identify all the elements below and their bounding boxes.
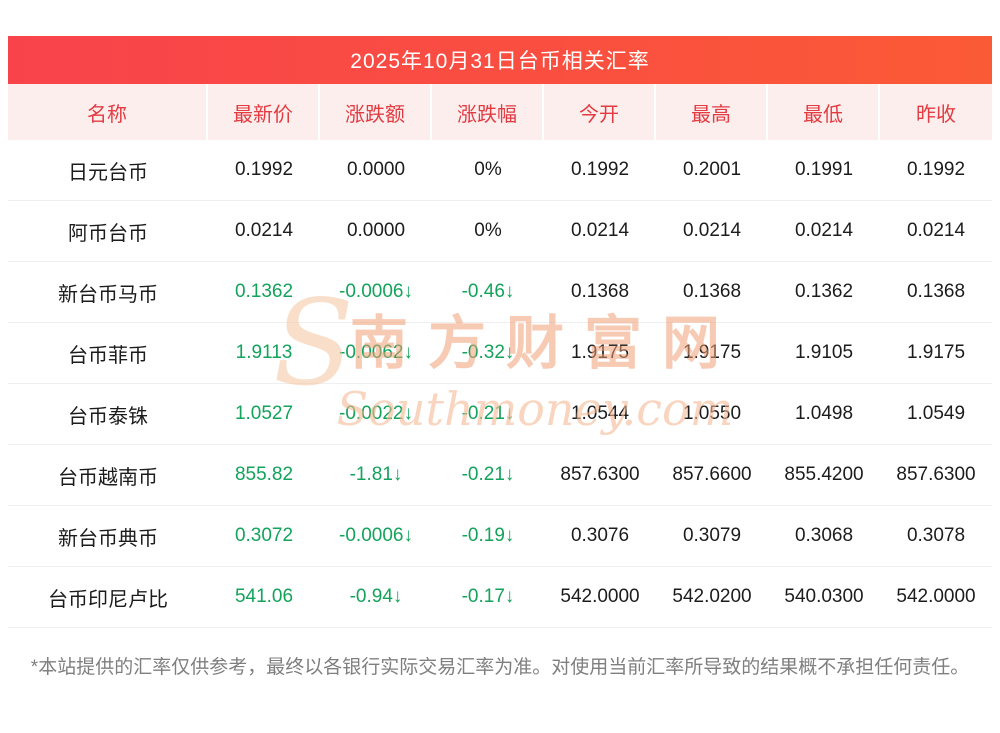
change-percent: -0.21↓ <box>461 464 515 485</box>
change-amount: -0.94↓ <box>349 586 403 607</box>
change-amount: -0.0022↓ <box>339 403 413 424</box>
prev-close-price: 542.0000 <box>896 586 976 607</box>
currency-pair-name: 台币菲币 <box>68 344 148 367</box>
disclaimer-text: *本站提供的汇率仅供参考，最终以各银行实际交易汇率为准。对使用当前汇率所导致的结… <box>30 657 970 678</box>
low-price: 0.3068 <box>794 525 854 546</box>
high-price: 0.0214 <box>682 220 742 241</box>
latest-price: 0.0214 <box>234 220 294 241</box>
table-header-row: 名称 最新价 涨跌额 涨跌幅 今开 最高 最低 昨收 <box>8 84 992 140</box>
table-row: 新台币典币 0.3072 -0.0006↓ -0.19↓ 0.3076 0.30… <box>8 506 992 567</box>
latest-price: 0.1992 <box>234 159 294 180</box>
prev-close-price: 857.6300 <box>896 464 976 485</box>
change-amount: 0.0000 <box>346 159 406 180</box>
latest-price: 0.3072 <box>234 525 294 546</box>
currency-pair-name: 台币印尼卢比 <box>48 588 168 611</box>
change-amount: -0.0006↓ <box>339 281 413 302</box>
table-row: 阿币台币 0.0214 0.0000 0% 0.0214 0.0214 0.02… <box>8 201 992 262</box>
prev-close-price: 0.3078 <box>906 525 966 546</box>
open-price: 857.6300 <box>560 464 640 485</box>
low-price: 0.1991 <box>794 159 854 180</box>
high-price: 542.0200 <box>672 586 752 607</box>
currency-pair-name: 新台币典币 <box>58 527 158 550</box>
change-percent: -0.19↓ <box>461 525 515 546</box>
header-low: 最低 <box>768 84 880 140</box>
currency-pair-name: 阿币台币 <box>68 222 148 245</box>
open-price: 1.0544 <box>570 403 630 424</box>
open-price: 542.0000 <box>560 586 640 607</box>
currency-pair-name: 台币泰铢 <box>68 405 148 428</box>
open-price: 0.1992 <box>570 159 630 180</box>
prev-close-price: 1.0549 <box>906 403 966 424</box>
table-row: 台币泰铢 1.0527 -0.0022↓ -0.21↓ 1.0544 1.055… <box>8 384 992 445</box>
change-percent: 0% <box>474 159 502 180</box>
high-price: 0.3079 <box>682 525 742 546</box>
latest-price: 0.1362 <box>234 281 294 302</box>
header-prev-close: 昨收 <box>916 103 956 126</box>
high-price: 857.6600 <box>672 464 752 485</box>
table-row: 日元台币 0.1992 0.0000 0% 0.1992 0.2001 0.19… <box>8 140 992 201</box>
latest-price: 1.9113 <box>235 342 293 363</box>
table-row: 新台币马币 0.1362 -0.0006↓ -0.46↓ 0.1368 0.13… <box>8 262 992 323</box>
high-price: 1.0550 <box>682 403 742 424</box>
change-percent: -0.32↓ <box>461 342 515 363</box>
change-amount: 0.0000 <box>346 220 406 241</box>
prev-close-price: 0.0214 <box>906 220 966 241</box>
prev-close-price: 0.1992 <box>906 159 966 180</box>
low-price: 1.9105 <box>794 342 854 363</box>
low-price: 0.0214 <box>794 220 854 241</box>
low-price: 1.0498 <box>794 403 854 424</box>
change-percent: -0.21↓ <box>461 403 515 424</box>
high-price: 0.2001 <box>682 159 742 180</box>
open-price: 0.1368 <box>570 281 630 302</box>
change-percent: 0% <box>474 220 502 241</box>
change-amount: -0.0062↓ <box>339 342 413 363</box>
header-latest: 最新价 <box>208 84 320 140</box>
header-change: 涨跌额 <box>320 84 432 140</box>
table-row: 台币印尼卢比 541.06 -0.94↓ -0.17↓ 542.0000 542… <box>8 567 992 628</box>
table-row: 台币越南币 855.82 -1.81↓ -0.21↓ 857.6300 857.… <box>8 445 992 506</box>
open-price: 0.0214 <box>570 220 630 241</box>
header-name: 名称 <box>8 84 208 140</box>
prev-close-price: 0.1368 <box>906 281 966 302</box>
change-amount: -1.81↓ <box>349 464 403 485</box>
change-percent: -0.17↓ <box>461 586 515 607</box>
latest-price: 1.0527 <box>234 403 294 424</box>
currency-pair-name: 日元台币 <box>68 161 148 184</box>
low-price: 855.4200 <box>784 464 864 485</box>
low-price: 0.1362 <box>794 281 854 302</box>
change-percent: -0.46↓ <box>461 281 515 302</box>
latest-price: 855.82 <box>234 464 294 485</box>
latest-price: 541.06 <box>234 586 294 607</box>
open-price: 0.3076 <box>570 525 630 546</box>
currency-pair-name: 台币越南币 <box>58 466 158 489</box>
prev-close-price: 1.9175 <box>906 342 966 363</box>
page-title: 2025年10月31日台币相关汇率 <box>8 36 992 84</box>
change-amount: -0.0006↓ <box>339 525 413 546</box>
high-price: 0.1368 <box>682 281 742 302</box>
table-row: 台币菲币 1.9113 -0.0062↓ -0.32↓ 1.9175 1.917… <box>8 323 992 384</box>
open-price: 1.9175 <box>570 342 630 363</box>
low-price: 540.0300 <box>784 586 864 607</box>
header-high: 最高 <box>656 84 768 140</box>
header-open: 今开 <box>544 84 656 140</box>
high-price: 1.9175 <box>682 342 742 363</box>
currency-pair-name: 新台币马币 <box>58 283 158 306</box>
header-change-pct: 涨跌幅 <box>432 84 544 140</box>
